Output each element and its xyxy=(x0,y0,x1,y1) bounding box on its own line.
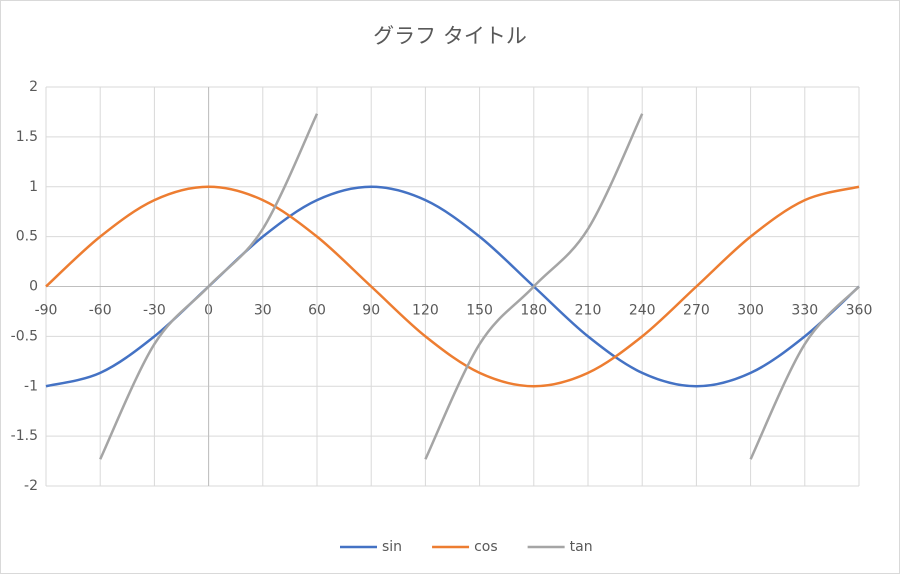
series-line xyxy=(99,113,860,460)
y-tick-label: 2 xyxy=(29,79,38,95)
y-tick-label: 1.5 xyxy=(16,129,38,145)
y-tick-label: -2 xyxy=(24,478,38,494)
y-tick-label: -1.5 xyxy=(11,428,38,444)
x-tick-label: 270 xyxy=(683,303,710,319)
x-tick-label: 180 xyxy=(520,303,547,319)
x-tick-label: 240 xyxy=(629,303,656,319)
series-line xyxy=(45,185,860,388)
x-tick-label: 300 xyxy=(737,303,764,319)
y-tick-label: 0.5 xyxy=(16,229,38,245)
x-tick-label: 120 xyxy=(412,303,439,319)
x-tick-label: 30 xyxy=(254,303,272,319)
legend: sin cos tan xyxy=(340,539,593,555)
x-tick-label: 210 xyxy=(575,303,602,319)
x-tick-label: 360 xyxy=(846,303,873,319)
x-tick-label: 60 xyxy=(308,303,326,319)
x-tick-label: -60 xyxy=(89,303,112,319)
y-tick-label: -0.5 xyxy=(11,328,38,344)
x-tick-label: 90 xyxy=(362,303,380,319)
x-tick-label: -30 xyxy=(143,303,166,319)
legend-label: cos xyxy=(474,539,498,555)
chart-title: グラフ タイトル xyxy=(373,24,527,48)
y-tick-label: -1 xyxy=(24,378,38,394)
legend-label: tan xyxy=(570,539,593,555)
x-tick-label: 150 xyxy=(466,303,493,319)
y-tick-label: 0 xyxy=(29,279,38,295)
legend-label: sin xyxy=(382,539,402,555)
x-tick-label: -90 xyxy=(35,303,58,319)
x-tick-label: 330 xyxy=(791,303,818,319)
y-tick-label: 1 xyxy=(29,179,38,195)
